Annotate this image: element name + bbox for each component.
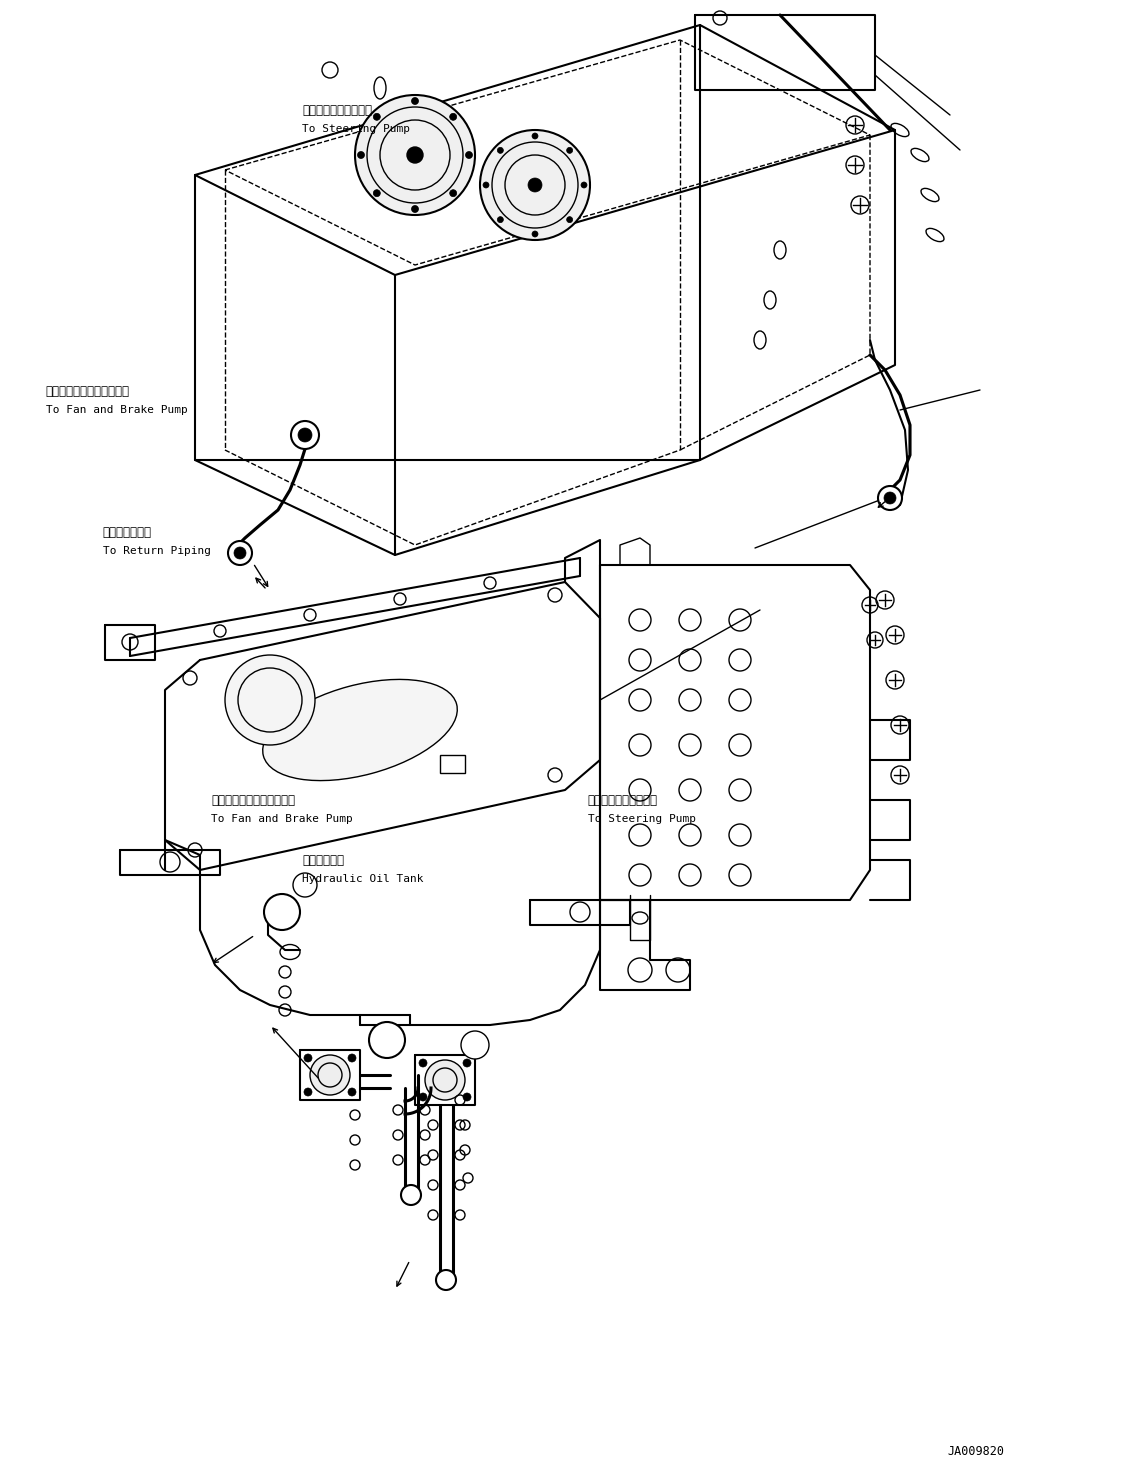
Circle shape <box>357 151 364 159</box>
Circle shape <box>228 541 252 565</box>
Circle shape <box>310 1055 350 1095</box>
Circle shape <box>483 182 489 188</box>
Circle shape <box>424 1060 466 1100</box>
Text: 作動油タンク: 作動油タンク <box>302 854 345 867</box>
Text: リターン配管へ: リターン配管へ <box>103 526 152 539</box>
Text: Hydraulic Oil Tank: Hydraulic Oil Tank <box>302 873 423 883</box>
Circle shape <box>532 133 539 139</box>
Circle shape <box>348 1088 356 1097</box>
Circle shape <box>480 130 590 240</box>
Circle shape <box>567 147 573 153</box>
Circle shape <box>419 1094 427 1101</box>
Circle shape <box>532 231 539 237</box>
Circle shape <box>355 95 475 215</box>
Text: To Return Piping: To Return Piping <box>103 545 211 556</box>
Text: To Fan and Brake Pump: To Fan and Brake Pump <box>46 405 187 415</box>
Circle shape <box>450 190 456 197</box>
Circle shape <box>400 1186 421 1205</box>
Circle shape <box>466 151 472 159</box>
Circle shape <box>461 1031 489 1060</box>
Circle shape <box>497 216 503 222</box>
Circle shape <box>291 421 319 449</box>
Circle shape <box>304 1054 311 1063</box>
Text: To Steering Pump: To Steering Pump <box>302 123 411 133</box>
Text: To Steering Pump: To Steering Pump <box>588 814 696 824</box>
Ellipse shape <box>262 679 458 781</box>
Circle shape <box>450 113 456 120</box>
Circle shape <box>436 1270 456 1289</box>
Circle shape <box>264 894 300 931</box>
Circle shape <box>369 1023 405 1058</box>
Circle shape <box>373 190 380 197</box>
Circle shape <box>373 113 380 120</box>
Circle shape <box>497 147 503 153</box>
Circle shape <box>528 178 542 193</box>
Text: ファン・ブレーキポンプへ: ファン・ブレーキポンプへ <box>46 385 130 399</box>
Circle shape <box>225 655 315 745</box>
Circle shape <box>348 1054 356 1063</box>
Circle shape <box>412 206 419 212</box>
Circle shape <box>581 182 586 188</box>
Circle shape <box>419 1060 427 1067</box>
Text: ファン・ブレーキポンプへ: ファン・ブレーキポンプへ <box>211 794 296 808</box>
Circle shape <box>884 492 896 504</box>
Circle shape <box>298 428 311 442</box>
Circle shape <box>567 216 573 222</box>
Circle shape <box>412 98 419 105</box>
Circle shape <box>879 486 903 510</box>
Bar <box>440 754 466 774</box>
Circle shape <box>463 1060 471 1067</box>
Circle shape <box>463 1094 471 1101</box>
Text: ステアリングポンプへ: ステアリングポンプへ <box>302 104 372 117</box>
Circle shape <box>234 547 246 559</box>
Circle shape <box>304 1088 311 1097</box>
Circle shape <box>293 873 317 897</box>
Text: To Fan and Brake Pump: To Fan and Brake Pump <box>211 814 353 824</box>
Text: ステアリングポンプへ: ステアリングポンプへ <box>588 794 657 808</box>
Circle shape <box>407 147 423 163</box>
Text: JA009820: JA009820 <box>947 1445 1004 1458</box>
